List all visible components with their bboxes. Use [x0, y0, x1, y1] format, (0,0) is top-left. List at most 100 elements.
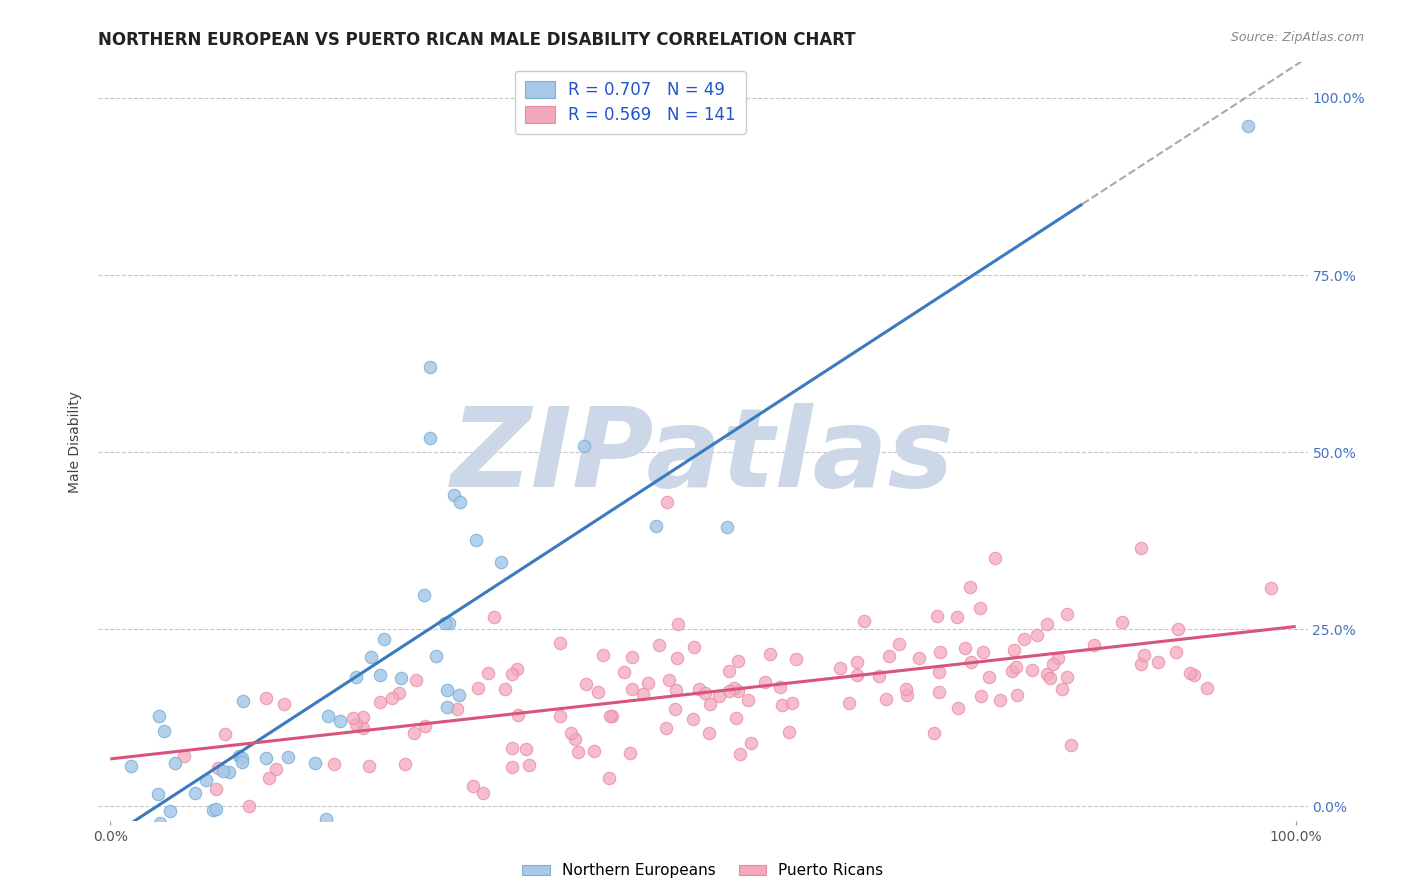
- Point: [304, 756, 326, 771]
- Point: [212, 764, 235, 779]
- Point: [1007, 688, 1029, 702]
- Point: [472, 786, 495, 800]
- Point: [707, 689, 730, 703]
- Point: [620, 682, 643, 697]
- Point: [838, 696, 860, 710]
- Point: [404, 726, 426, 740]
- Point: [373, 632, 395, 647]
- Point: [169, 822, 191, 836]
- Point: [665, 650, 688, 665]
- Point: [394, 756, 416, 771]
- Point: [419, 360, 441, 375]
- Point: [969, 601, 991, 615]
- Point: [828, 661, 851, 675]
- Point: [173, 749, 195, 764]
- Point: [389, 671, 412, 685]
- Point: [387, 686, 409, 700]
- Point: [654, 721, 676, 735]
- Point: [482, 610, 505, 624]
- Point: [437, 615, 460, 630]
- Point: [599, 708, 621, 723]
- Point: [682, 640, 704, 654]
- Point: [1050, 682, 1073, 697]
- Point: [232, 693, 254, 707]
- Point: [231, 750, 253, 764]
- Point: [946, 701, 969, 715]
- Point: [316, 708, 339, 723]
- Point: [352, 709, 374, 723]
- Point: [433, 615, 456, 630]
- Point: [1056, 670, 1078, 684]
- Point: [695, 686, 717, 700]
- Point: [658, 673, 681, 687]
- Point: [740, 737, 762, 751]
- Point: [508, 707, 530, 722]
- Point: [344, 670, 367, 684]
- Point: [582, 744, 605, 758]
- Point: [929, 644, 952, 658]
- Point: [501, 740, 523, 755]
- Point: [419, 431, 441, 445]
- Point: [1021, 663, 1043, 677]
- Point: [228, 748, 250, 763]
- Point: [637, 676, 659, 690]
- Point: [1111, 615, 1133, 629]
- Point: [778, 725, 800, 739]
- Point: [1167, 622, 1189, 636]
- Point: [875, 692, 897, 706]
- Point: [494, 681, 516, 696]
- Point: [1180, 666, 1202, 681]
- Point: [273, 697, 295, 711]
- Point: [620, 650, 643, 665]
- Point: [845, 667, 868, 681]
- Point: [152, 724, 174, 739]
- Point: [758, 647, 780, 661]
- Point: [277, 749, 299, 764]
- Text: ZIPatlas: ZIPatlas: [451, 403, 955, 510]
- Point: [598, 771, 620, 785]
- Point: [218, 764, 240, 779]
- Text: Source: ZipAtlas.com: Source: ZipAtlas.com: [1230, 31, 1364, 45]
- Point: [560, 726, 582, 740]
- Point: [922, 725, 945, 739]
- Point: [1260, 581, 1282, 595]
- Point: [927, 608, 949, 623]
- Point: [1036, 666, 1059, 681]
- Point: [896, 688, 918, 702]
- Point: [657, 495, 679, 509]
- Point: [619, 746, 641, 760]
- Point: [564, 732, 586, 747]
- Point: [959, 655, 981, 669]
- Point: [600, 709, 623, 723]
- Point: [666, 617, 689, 632]
- Point: [159, 804, 181, 818]
- Point: [737, 693, 759, 707]
- Point: [688, 682, 710, 697]
- Point: [449, 688, 471, 702]
- Point: [723, 681, 745, 696]
- Point: [413, 719, 436, 733]
- Point: [465, 533, 488, 548]
- Point: [896, 681, 918, 696]
- Point: [868, 669, 890, 683]
- Point: [1130, 541, 1153, 555]
- Point: [977, 670, 1000, 684]
- Point: [259, 772, 281, 786]
- Point: [648, 638, 671, 652]
- Point: [477, 666, 499, 681]
- Point: [177, 830, 200, 845]
- Point: [631, 687, 654, 701]
- Point: [1039, 671, 1062, 685]
- Point: [727, 683, 749, 698]
- Point: [449, 495, 471, 509]
- Point: [664, 702, 686, 716]
- Point: [329, 714, 352, 729]
- Point: [352, 721, 374, 735]
- Point: [501, 666, 523, 681]
- Point: [342, 711, 364, 725]
- Point: [1133, 648, 1156, 662]
- Point: [381, 691, 404, 706]
- Point: [506, 662, 529, 676]
- Point: [754, 675, 776, 690]
- Point: [1056, 607, 1078, 622]
